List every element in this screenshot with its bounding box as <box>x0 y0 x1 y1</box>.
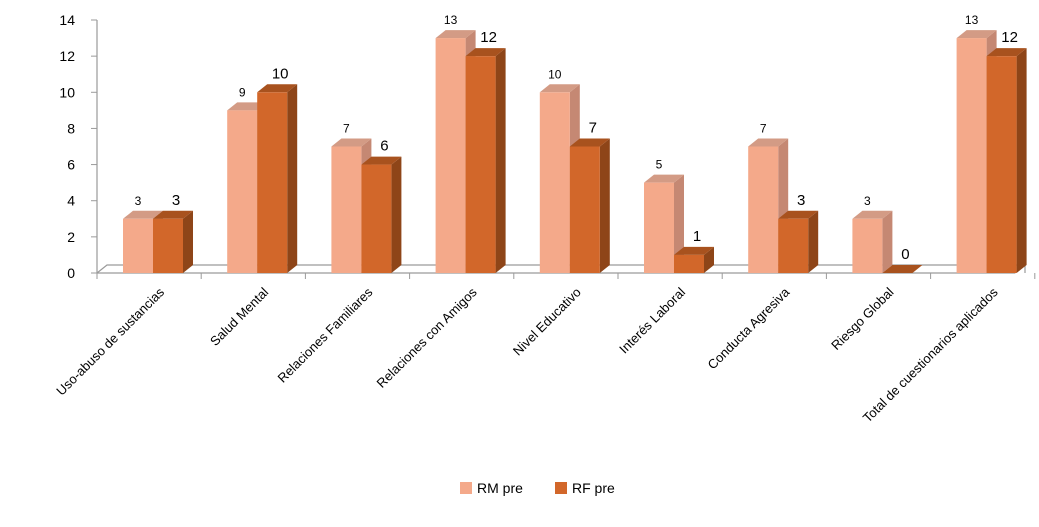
bar-top <box>986 48 1027 57</box>
bar-side <box>882 210 893 273</box>
bar-front <box>569 146 600 273</box>
y-tick-label: 6 <box>67 157 75 173</box>
bar-front <box>435 38 466 274</box>
data-label: 3 <box>172 192 180 209</box>
category-label: Salud Mental <box>207 284 271 348</box>
bar-top <box>465 48 506 57</box>
chart-data-labels: 3 3 9 10 7 6 13 12 10 7 5 1 7 3 3 0 13 12 <box>135 13 1018 263</box>
y-tick-label: 14 <box>59 12 75 28</box>
bar-side <box>391 156 402 273</box>
chart-legend: RM pre RF pre <box>460 480 615 496</box>
bar-rf-pre <box>882 265 923 273</box>
category-label: Nivel Educativo <box>510 285 584 359</box>
bar-side <box>287 84 298 274</box>
bar-front <box>986 56 1017 274</box>
bar-rf-pre <box>674 246 714 273</box>
bar-front <box>539 92 570 274</box>
y-tick-label: 12 <box>59 48 75 64</box>
data-label: 13 <box>444 13 458 27</box>
data-label: 10 <box>272 65 289 82</box>
bar-front <box>257 92 288 274</box>
data-label: 3 <box>797 192 805 209</box>
bar-rm-pre <box>852 210 893 273</box>
bar-top <box>361 156 402 165</box>
data-label: 3 <box>864 194 871 208</box>
bar-front <box>778 218 809 273</box>
bar-rm-pre <box>644 174 684 273</box>
y-tick-label: 4 <box>67 193 75 209</box>
category-label: Riesgo Global <box>828 284 896 352</box>
data-label: 9 <box>239 85 246 99</box>
bar-top <box>956 30 997 39</box>
data-label: 10 <box>548 67 562 81</box>
data-label: 12 <box>1001 29 1018 46</box>
y-tick-label: 0 <box>67 265 75 281</box>
legend-swatch <box>460 482 472 494</box>
bar-side <box>1016 48 1027 274</box>
bar-rf-pre <box>153 210 193 273</box>
bar-top <box>539 84 580 93</box>
bar-top <box>778 210 819 219</box>
bar-side <box>495 48 506 274</box>
bar-front <box>123 218 153 273</box>
y-tick-label: 2 <box>67 229 75 245</box>
data-label: 13 <box>965 13 979 27</box>
data-label: 1 <box>693 228 701 245</box>
bar-front <box>153 218 183 273</box>
category-label: Uso-abuso de sustancias <box>53 284 167 398</box>
legend-swatch <box>555 482 567 494</box>
bar-rf-pre <box>778 210 819 273</box>
bar-front <box>331 146 362 273</box>
category-label: Relaciones con Amigos <box>374 284 481 391</box>
category-label: Relaciones Familiares <box>274 284 375 385</box>
bar-top <box>852 210 893 219</box>
bar-rm-pre <box>748 138 789 273</box>
bar-rf-pre <box>257 84 298 274</box>
bar-front <box>748 146 779 273</box>
legend-label: RM pre <box>477 480 523 496</box>
bar-side <box>599 138 610 273</box>
data-label: 7 <box>589 120 597 137</box>
data-label: 5 <box>656 158 663 172</box>
bar-top <box>882 265 923 273</box>
category-label: Interés Laboral <box>616 284 688 356</box>
bar-front <box>674 254 704 273</box>
data-label: 7 <box>343 122 350 136</box>
bar-rf-pre <box>465 48 506 274</box>
y-tick-label: 8 <box>67 120 75 136</box>
chart-category-labels: Uso-abuso de sustancias Salud Mental Relac… <box>53 284 1001 425</box>
data-label: 12 <box>480 29 497 46</box>
bar-rf-pre <box>569 138 610 273</box>
bar-side <box>674 174 684 273</box>
bar-top <box>569 138 610 147</box>
bar-front <box>227 110 258 273</box>
y-tick-label: 10 <box>59 84 75 100</box>
data-label: 6 <box>380 138 388 155</box>
bar-top <box>674 246 714 255</box>
bar-top <box>644 174 684 183</box>
chart-bars <box>123 30 1027 274</box>
bar-top <box>123 210 163 219</box>
bar-side <box>704 246 714 273</box>
legend-label: RF pre <box>572 480 615 496</box>
bar-top <box>435 30 476 39</box>
category-label: Conducta Agresiva <box>705 284 793 372</box>
bar-side <box>808 210 819 273</box>
bar-top <box>153 210 193 219</box>
bar-side <box>183 210 193 273</box>
bar-front <box>644 182 674 273</box>
bar-rf-pre <box>986 48 1027 274</box>
bar-top <box>331 138 372 147</box>
bar-front <box>852 218 883 273</box>
data-label: 3 <box>135 194 142 208</box>
bar-top <box>257 84 298 93</box>
bar-top <box>748 138 789 147</box>
data-label: 7 <box>760 122 767 136</box>
bar-rf-pre <box>361 156 402 273</box>
data-label: 0 <box>901 246 909 263</box>
bar-front <box>956 38 987 274</box>
bar-front <box>465 56 496 274</box>
bar-front <box>361 164 392 273</box>
